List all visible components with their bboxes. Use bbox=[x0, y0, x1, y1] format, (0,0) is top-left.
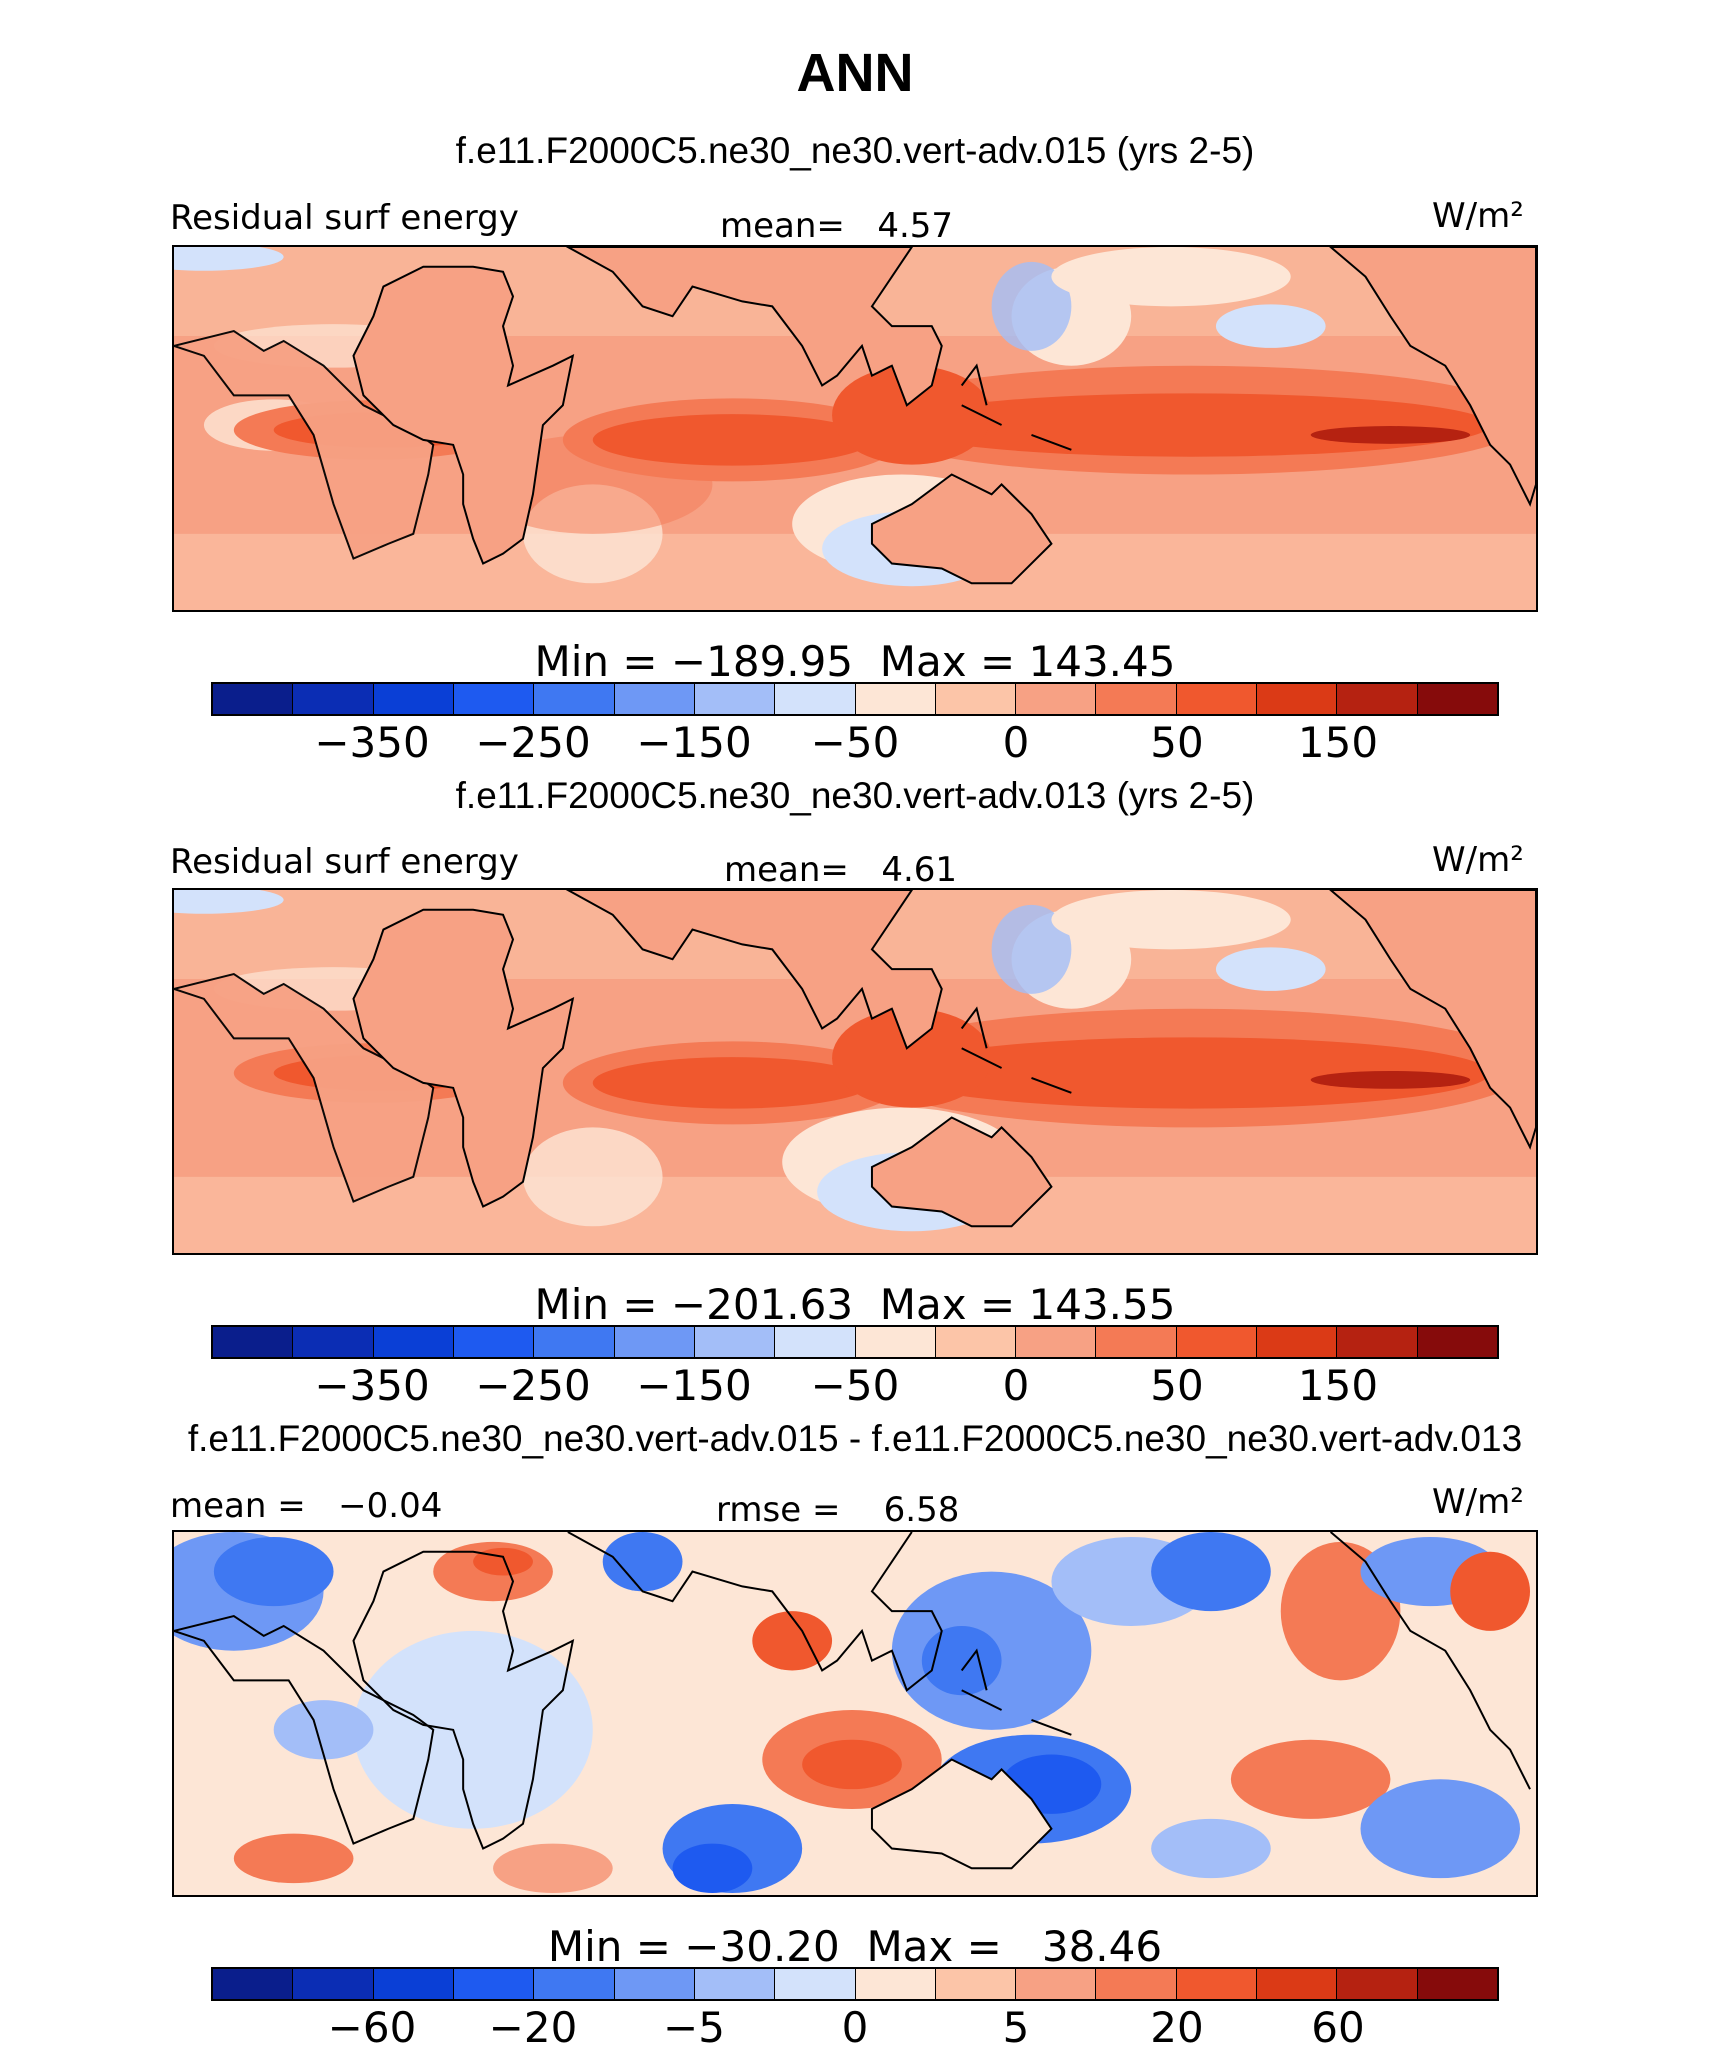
colorbar-swatch bbox=[213, 1327, 294, 1357]
colorbar-tick-label: 0 bbox=[1002, 1361, 1030, 1410]
panel-3-units: W/m² bbox=[1432, 1482, 1524, 1522]
colorbar-swatch bbox=[775, 684, 856, 714]
colorbar-swatch bbox=[694, 1969, 776, 1999]
panel-1-title: f.e11.F2000C5.ne30_ne30.vert-adv.015 (yr… bbox=[455, 130, 1255, 171]
panel-2-minmax: Min = −201.63 Max = 143.55 bbox=[534, 1280, 1176, 1329]
colorbar-tick-label: −5 bbox=[663, 2003, 725, 2052]
colorbar-swatch bbox=[935, 1327, 1017, 1357]
colorbar-swatch bbox=[1417, 1327, 1497, 1357]
colorbar-tick-label: 0 bbox=[1002, 718, 1030, 767]
colorbar-swatch bbox=[1096, 684, 1177, 714]
colorbar-tick-label: −350 bbox=[314, 718, 430, 767]
colorbar-swatch bbox=[614, 1327, 695, 1357]
colorbar-tick-label: −250 bbox=[475, 718, 591, 767]
colorbar-tick-label: −20 bbox=[488, 2003, 578, 2052]
panel-2-units: W/m² bbox=[1432, 840, 1524, 880]
colorbar-swatch bbox=[373, 1327, 454, 1357]
panel-3-rmse-label: rmse = 6.58 bbox=[716, 1490, 960, 1530]
colorbar-swatch bbox=[453, 684, 535, 714]
panel-1-units: W/m² bbox=[1432, 196, 1524, 236]
colorbar-swatch bbox=[213, 1969, 294, 1999]
colorbar-tick-label: −350 bbox=[314, 1361, 430, 1410]
panel-3-map bbox=[172, 1530, 1538, 1897]
panel-1-map bbox=[172, 245, 1538, 612]
colorbar-swatch bbox=[1096, 1969, 1177, 1999]
colorbar-swatch bbox=[534, 1969, 615, 1999]
colorbar-swatch bbox=[775, 1327, 856, 1357]
colorbar-swatch bbox=[1337, 1327, 1418, 1357]
colorbar-swatch bbox=[855, 684, 936, 714]
colorbar-tick-label: 150 bbox=[1297, 718, 1379, 767]
colorbar-swatch bbox=[1096, 1327, 1177, 1357]
colorbar-swatch bbox=[373, 1969, 454, 1999]
colorbar-swatch bbox=[1176, 1327, 1258, 1357]
colorbar-swatch bbox=[1176, 684, 1258, 714]
colorbar-tick-label: −60 bbox=[327, 2003, 417, 2052]
colorbar-swatch bbox=[1417, 684, 1497, 714]
colorbar-swatch bbox=[855, 1327, 936, 1357]
panel-2-mean-label: mean= 4.61 bbox=[724, 850, 958, 890]
panel-2-colorbar bbox=[211, 1325, 1499, 1359]
panel-3-minmax: Min = −30.20 Max = 38.46 bbox=[547, 1922, 1163, 1971]
colorbar-swatch bbox=[935, 684, 1017, 714]
colorbar-swatch bbox=[1337, 1969, 1418, 1999]
colorbar-tick-label: 5 bbox=[1002, 2003, 1030, 2052]
colorbar-swatch bbox=[1257, 1969, 1338, 1999]
colorbar-swatch bbox=[775, 1969, 856, 1999]
colorbar-swatch bbox=[1337, 684, 1418, 714]
colorbar-swatch bbox=[1016, 1327, 1097, 1357]
panel-2-field bbox=[174, 890, 1536, 1253]
colorbar-swatch bbox=[694, 684, 776, 714]
colorbar-tick-label: −250 bbox=[475, 1361, 591, 1410]
colorbar-tick-label: −150 bbox=[636, 1361, 752, 1410]
panel-2-variable-label: Residual surf energy bbox=[170, 842, 519, 882]
colorbar-swatch bbox=[1016, 684, 1097, 714]
colorbar-swatch bbox=[453, 1969, 535, 1999]
panel-2-map bbox=[172, 888, 1538, 1255]
colorbar-swatch bbox=[614, 1969, 695, 1999]
colorbar-tick-label: −150 bbox=[636, 718, 752, 767]
panel-1-field bbox=[174, 247, 1536, 610]
colorbar-tick-label: 60 bbox=[1311, 2003, 1365, 2052]
colorbar-swatch bbox=[1016, 1969, 1097, 1999]
colorbar-swatch bbox=[453, 1327, 535, 1357]
panel-3-colorbar bbox=[211, 1967, 1499, 2001]
colorbar-swatch bbox=[614, 684, 695, 714]
colorbar-swatch bbox=[293, 1969, 374, 1999]
colorbar-tick-label: 20 bbox=[1150, 2003, 1204, 2052]
colorbar-swatch bbox=[293, 684, 374, 714]
colorbar-swatch bbox=[534, 684, 615, 714]
panel-1-mean-label: mean= 4.57 bbox=[720, 206, 954, 246]
colorbar-swatch bbox=[213, 684, 294, 714]
panel-3-mean-label: mean = −0.04 bbox=[170, 1486, 443, 1526]
colorbar-swatch bbox=[534, 1327, 615, 1357]
colorbar-swatch bbox=[935, 1969, 1017, 1999]
colorbar-swatch bbox=[1417, 1969, 1497, 1999]
panel-1-minmax: Min = −189.95 Max = 143.45 bbox=[534, 637, 1176, 686]
colorbar-swatch bbox=[855, 1969, 936, 1999]
colorbar-tick-label: 150 bbox=[1297, 1361, 1379, 1410]
figure-title: ANN bbox=[796, 43, 914, 103]
colorbar-swatch bbox=[293, 1327, 374, 1357]
panel-1-colorbar bbox=[211, 682, 1499, 716]
colorbar-swatch bbox=[1257, 1327, 1338, 1357]
panel-3-title: f.e11.F2000C5.ne30_ne30.vert-adv.015 - f… bbox=[187, 1418, 1523, 1459]
panel-1-variable-label: Residual surf energy bbox=[170, 198, 519, 238]
colorbar-swatch bbox=[1176, 1969, 1258, 1999]
panel-3-field bbox=[174, 1532, 1536, 1895]
colorbar-tick-label: −50 bbox=[810, 1361, 900, 1410]
colorbar-tick-label: 0 bbox=[841, 2003, 869, 2052]
panel-2-title: f.e11.F2000C5.ne30_ne30.vert-adv.013 (yr… bbox=[455, 775, 1255, 816]
colorbar-swatch bbox=[373, 684, 454, 714]
colorbar-swatch bbox=[1257, 684, 1338, 714]
colorbar-swatch bbox=[694, 1327, 776, 1357]
colorbar-tick-label: 50 bbox=[1150, 718, 1204, 767]
colorbar-tick-label: 50 bbox=[1150, 1361, 1204, 1410]
colorbar-tick-label: −50 bbox=[810, 718, 900, 767]
